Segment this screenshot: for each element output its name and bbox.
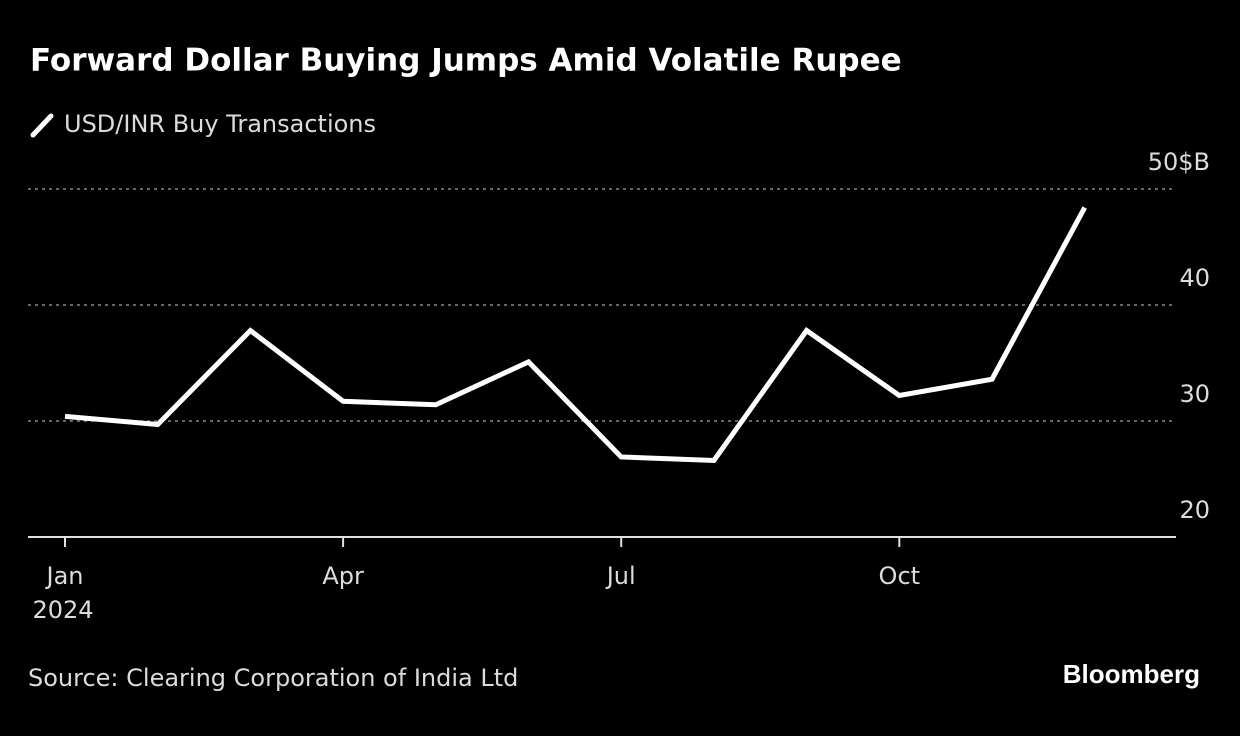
y-tick-label: 40: [1179, 264, 1210, 292]
legend-label: USD/INR Buy Transactions: [64, 110, 376, 138]
x-tick-label: Oct: [879, 562, 921, 590]
x-tick-label: Jan: [45, 562, 84, 590]
series-line: [64, 206, 1087, 463]
legend-swatch: [30, 113, 54, 138]
source: Source: Clearing Corporation of India Lt…: [28, 664, 518, 692]
y-tick-label: 20: [1179, 496, 1210, 524]
x-tick-label: Apr: [322, 562, 364, 590]
x-tick-label: Jul: [605, 562, 636, 590]
chart-title: Forward Dollar Buying Jumps Amid Volatil…: [30, 43, 902, 79]
y-tick-label: 30: [1179, 380, 1210, 408]
brand: Bloomberg: [1063, 659, 1200, 689]
x-year-label: 2024: [32, 596, 93, 624]
y-tick-label: 50$B: [1148, 148, 1210, 176]
